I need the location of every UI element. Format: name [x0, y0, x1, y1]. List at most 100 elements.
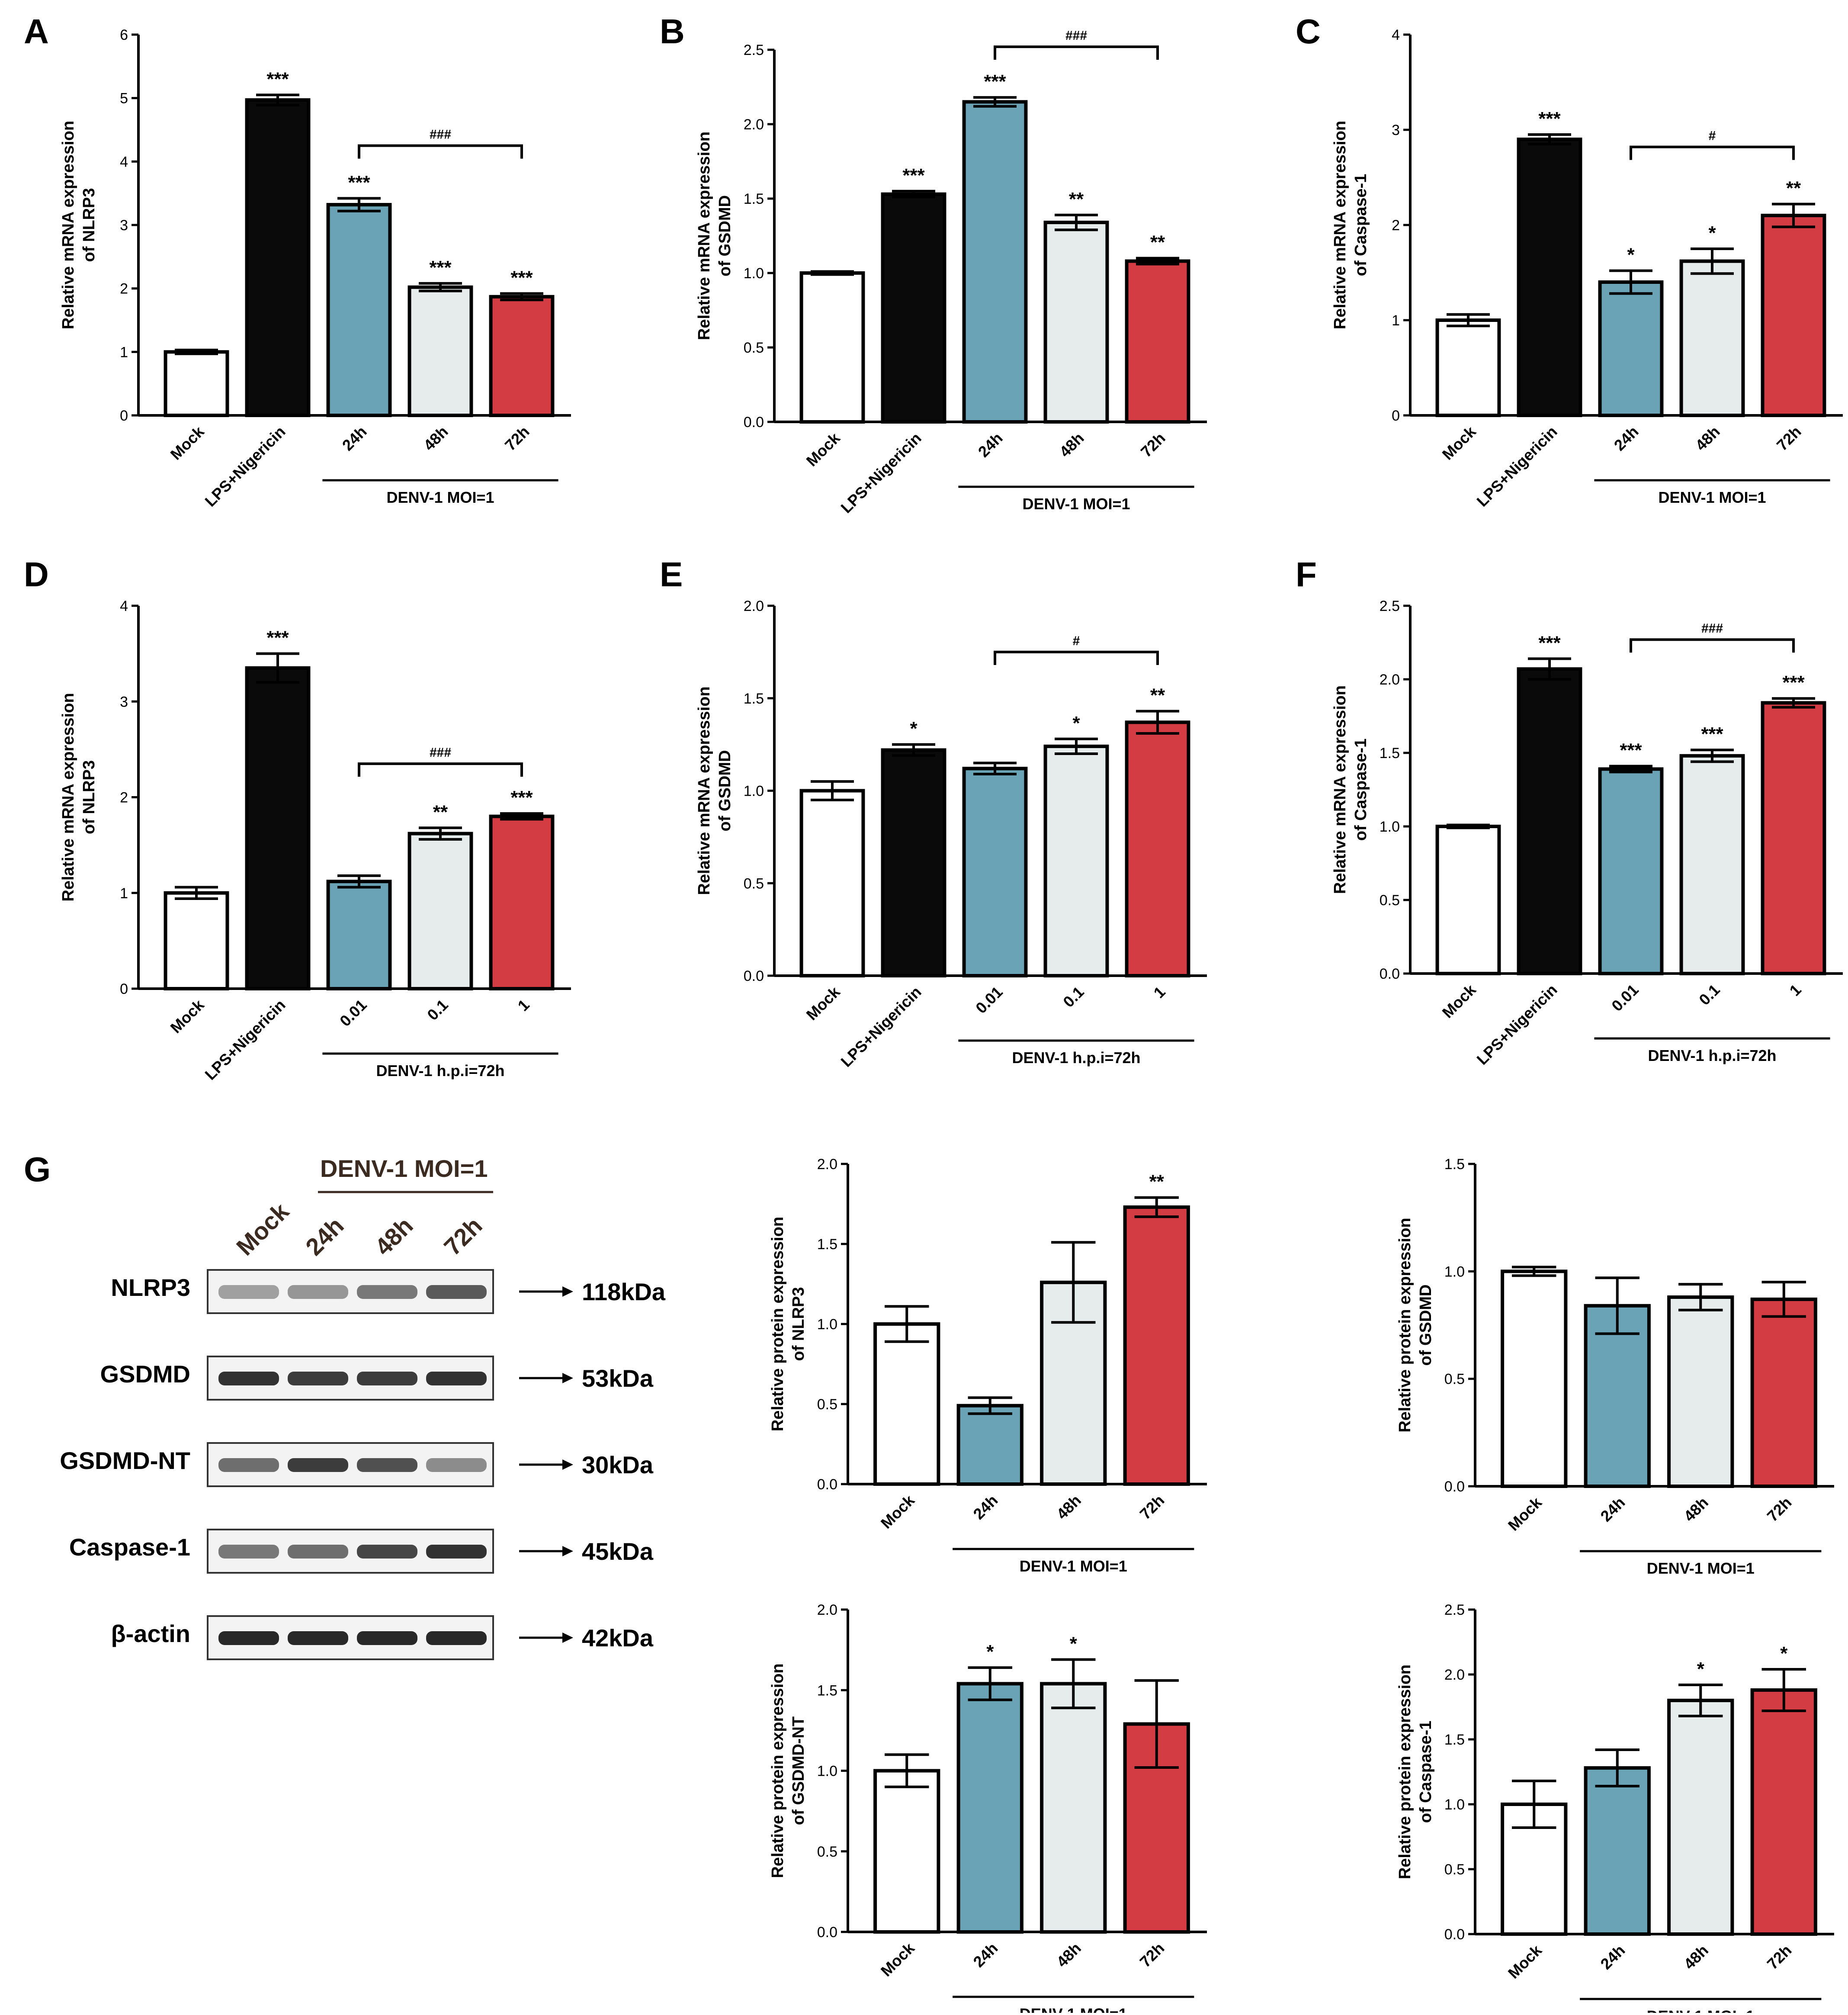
y-axis-label: of GSDMD — [716, 195, 734, 276]
x-tick-label: 0.1 — [1059, 983, 1087, 1011]
group-label: DENV-1 MOI=1 — [1020, 2005, 1127, 2013]
y-tick-label: 1.5 — [817, 1682, 837, 1699]
blot-band — [426, 1631, 487, 1645]
x-tick-label: 72h — [1764, 1494, 1795, 1525]
bar — [1125, 720, 1190, 977]
bar — [1043, 744, 1109, 977]
bar — [799, 789, 865, 977]
blot-row: Caspase-1 45kDa — [69, 1529, 654, 1574]
blot-kda-label: 53kDa — [582, 1365, 654, 1392]
chart-g4: 0.0 0.5 1.0 1.5 2.0 2.5 Relative protein expre… — [1396, 1602, 1834, 2015]
x-tick-label: Mock — [1439, 980, 1480, 1022]
x-tick-label: 24h — [1597, 1494, 1629, 1525]
blot-kda-label: 42kDa — [582, 1624, 654, 1652]
y-tick-label: 2.0 — [744, 598, 764, 614]
chart-a: 0 1 2 3 4 5 6 Relative mRNA expression of NLRP3 M… — [59, 27, 571, 510]
bar — [962, 100, 1028, 424]
bar — [489, 295, 555, 417]
comparison-bracket — [994, 45, 1159, 60]
blot-protein-label: GSDMD-NT — [60, 1447, 190, 1474]
blot-row: NLRP3 118kDa — [111, 1269, 666, 1314]
bar — [489, 814, 555, 990]
y-tick-label: 4 — [120, 154, 128, 170]
y-axis-label: of NLRP3 — [80, 188, 98, 262]
y-axis-label: of Caspase-1 — [1417, 1721, 1435, 1823]
y-tick-label: 0.0 — [817, 1476, 837, 1493]
y-axis-label: of NLRP3 — [80, 760, 98, 834]
y-tick-label: 0.0 — [1444, 1478, 1465, 1495]
y-tick-label: 0 — [1392, 408, 1400, 424]
bar — [873, 1322, 940, 1486]
x-tick-label: LPS+Nigericin — [1473, 981, 1560, 1068]
significance-label: * — [986, 1641, 994, 1662]
group-label: DENV-1 MOI=1 — [386, 488, 494, 506]
chart-e: 0.0 0.5 1.0 1.5 2.0 Relative mRNA expression o… — [695, 598, 1207, 1070]
x-tick-label: 24h — [970, 1491, 1001, 1523]
bar — [1667, 1295, 1734, 1488]
x-tick-label: 48h — [1692, 423, 1723, 454]
y-tick-label: 2.0 — [1380, 672, 1400, 688]
bar — [1435, 825, 1501, 975]
y-tick-label: 0 — [120, 408, 128, 424]
significance-label: * — [1070, 1633, 1078, 1654]
y-tick-label: 0.5 — [1444, 1371, 1465, 1388]
bar — [1761, 701, 1826, 975]
bar — [1598, 280, 1664, 417]
chart-d: 0 1 2 3 4 Relative mRNA expression of NLRP3 Moc… — [59, 598, 571, 1083]
group-label: DENV-1 MOI=1 — [1022, 495, 1130, 513]
bracket-label: ### — [1065, 29, 1087, 43]
bar — [164, 350, 229, 417]
bar — [873, 1769, 940, 1934]
group-label: DENV-1 MOI=1 — [1647, 1559, 1755, 1577]
y-tick-label: 1 — [120, 344, 128, 360]
group-label: DENV-1 h.p.i=72h — [1648, 1047, 1776, 1064]
blot-kda-label: 118kDa — [582, 1278, 666, 1305]
y-axis-label: Relative protein expression — [769, 1217, 787, 1431]
y-tick-label: 4 — [120, 598, 128, 614]
bracket-label: # — [1073, 634, 1080, 648]
x-tick-label: 0.01 — [1608, 981, 1642, 1015]
group-label: DENV-1 MOI=1 — [1658, 488, 1766, 506]
y-tick-label: 0.0 — [1444, 1926, 1465, 1943]
bar — [1584, 1766, 1651, 1936]
y-axis-label: of NLRP3 — [789, 1287, 808, 1361]
bar — [799, 271, 865, 424]
panel-label-a: A — [24, 12, 49, 51]
significance-label: ** — [1069, 189, 1084, 210]
y-tick-label: 1.0 — [817, 1763, 837, 1780]
group-label: DENV-1 MOI=1 — [1020, 1557, 1127, 1575]
significance-label: *** — [266, 627, 289, 649]
y-tick-label: 5 — [120, 90, 128, 107]
significance-label: ** — [1786, 178, 1801, 199]
blot-group-label: DENV-1 MOI=1 — [320, 1155, 488, 1182]
bar — [1598, 767, 1664, 976]
y-axis-label: Relative mRNA expression — [59, 693, 77, 901]
significance-label: *** — [348, 172, 370, 193]
y-axis-label: Relative mRNA expression — [1331, 121, 1349, 329]
significance-label: * — [1697, 1658, 1705, 1680]
blot-band — [218, 1458, 279, 1472]
y-tick-label: 2 — [120, 790, 128, 806]
y-tick-label: 3 — [120, 217, 128, 234]
bar — [1750, 1297, 1817, 1488]
comparison-bracket — [1630, 145, 1795, 160]
bar — [1043, 221, 1109, 424]
significance-label: *** — [429, 257, 452, 278]
x-tick-label: 72h — [1773, 423, 1805, 454]
y-axis-label: Relative mRNA expression — [1331, 685, 1349, 894]
chart-b: 0.0 0.5 1.0 1.5 2.0 2.5 Relative mRNA expressi… — [695, 29, 1207, 517]
chart-g3: 0.0 0.5 1.0 1.5 2.0 Relative protein expressi… — [769, 1602, 1207, 2015]
x-tick-label: 24h — [975, 429, 1006, 461]
blot-lane-24h: 24h — [300, 1212, 349, 1261]
significance-label: *** — [1701, 723, 1723, 745]
x-tick-label: Mock — [1505, 1941, 1546, 1982]
bar — [1125, 259, 1190, 424]
blot-band — [357, 1545, 417, 1559]
significance-label: *** — [1620, 740, 1642, 761]
x-tick-label: 0.01 — [972, 983, 1006, 1017]
bar — [1123, 1205, 1190, 1486]
chart-g2: 0.0 0.5 1.0 1.5 Relative protein expression o… — [1396, 1156, 1834, 1577]
y-axis-label: of GSDMD — [716, 750, 734, 832]
chart-c: 0 1 2 3 4 Relative mRNA expression of Caspase-… — [1331, 27, 1843, 510]
